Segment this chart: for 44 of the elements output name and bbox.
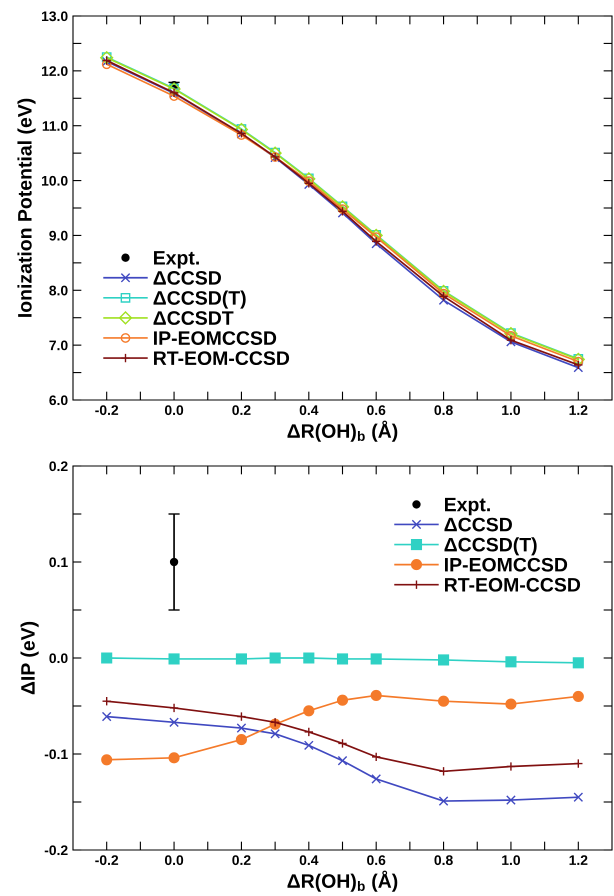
y-tick-label: -0.1	[44, 749, 68, 760]
x-tick-label: 0.8	[434, 405, 453, 416]
x-axis-title: ΔR(OH)$_{b}$ (Å)	[287, 870, 398, 892]
x-tick-label: 0.8	[434, 855, 453, 866]
y-tick-label: 6.0	[49, 395, 68, 406]
y-tick-label: 9.0	[49, 230, 68, 241]
y-axis-title: ΔIP (eV)	[20, 622, 39, 694]
y-tick-label: 7.0	[49, 340, 68, 350]
x-tick-label: 1.0	[502, 405, 520, 416]
y-tick-label: -0.2	[44, 845, 68, 856]
legend-label: ΔCCSD	[154, 270, 221, 285]
y-tick-label: 8.0	[49, 286, 68, 296]
legend-label: ΔCCSD	[444, 518, 512, 532]
x-tick-label: -0.2	[95, 405, 118, 416]
legend-label: RT-EOM-CCSD	[445, 578, 580, 592]
x-tick-label: 0.0	[164, 855, 184, 866]
x-tick-label: 1.2	[570, 405, 588, 415]
x-tick-label: 0.4	[300, 405, 318, 416]
x-tick-label: 0.6	[367, 405, 386, 416]
x-tick-label: 0.0	[164, 405, 184, 416]
x-tick-label: 1.2	[570, 855, 588, 865]
x-tick-label: 0.4	[300, 855, 318, 866]
y-tick-label: 12.0	[42, 66, 68, 76]
legend-label: IP-EOMCCSD	[445, 558, 568, 572]
y-tick-label: 11.0	[42, 121, 68, 131]
legend-label: RT-EOM-CCSD	[154, 351, 290, 366]
y-tick-label: 0.1	[49, 557, 68, 568]
x-tick-label: -0.2	[95, 855, 118, 866]
legend-label: IP-EOMCCSD	[154, 331, 276, 345]
y-axis-title: Ionization Potential (eV)	[17, 98, 36, 317]
x-tick-label: 0.6	[367, 855, 386, 866]
x-tick-label: 1.0	[502, 855, 520, 866]
y-tick-label: 0.2	[49, 461, 68, 472]
y-tick-label: 13.0	[42, 11, 68, 22]
legend-label: ΔCCSDT	[154, 311, 234, 325]
x-tick-label: 0.2	[232, 405, 251, 416]
x-axis-title: ΔR(OH)$_{b}$ (Å)	[287, 420, 398, 442]
legend-label: Expt.	[445, 498, 490, 516]
legend-label: ΔCCSD(T)	[444, 537, 537, 556]
y-tick-label: 10.0	[42, 176, 68, 186]
x-tick-label: 0.2	[232, 855, 251, 866]
y-tick-label: 0.0	[49, 653, 68, 664]
legend-label: ΔCCSD(T)	[154, 290, 246, 309]
legend-label: Expt.	[154, 251, 199, 269]
